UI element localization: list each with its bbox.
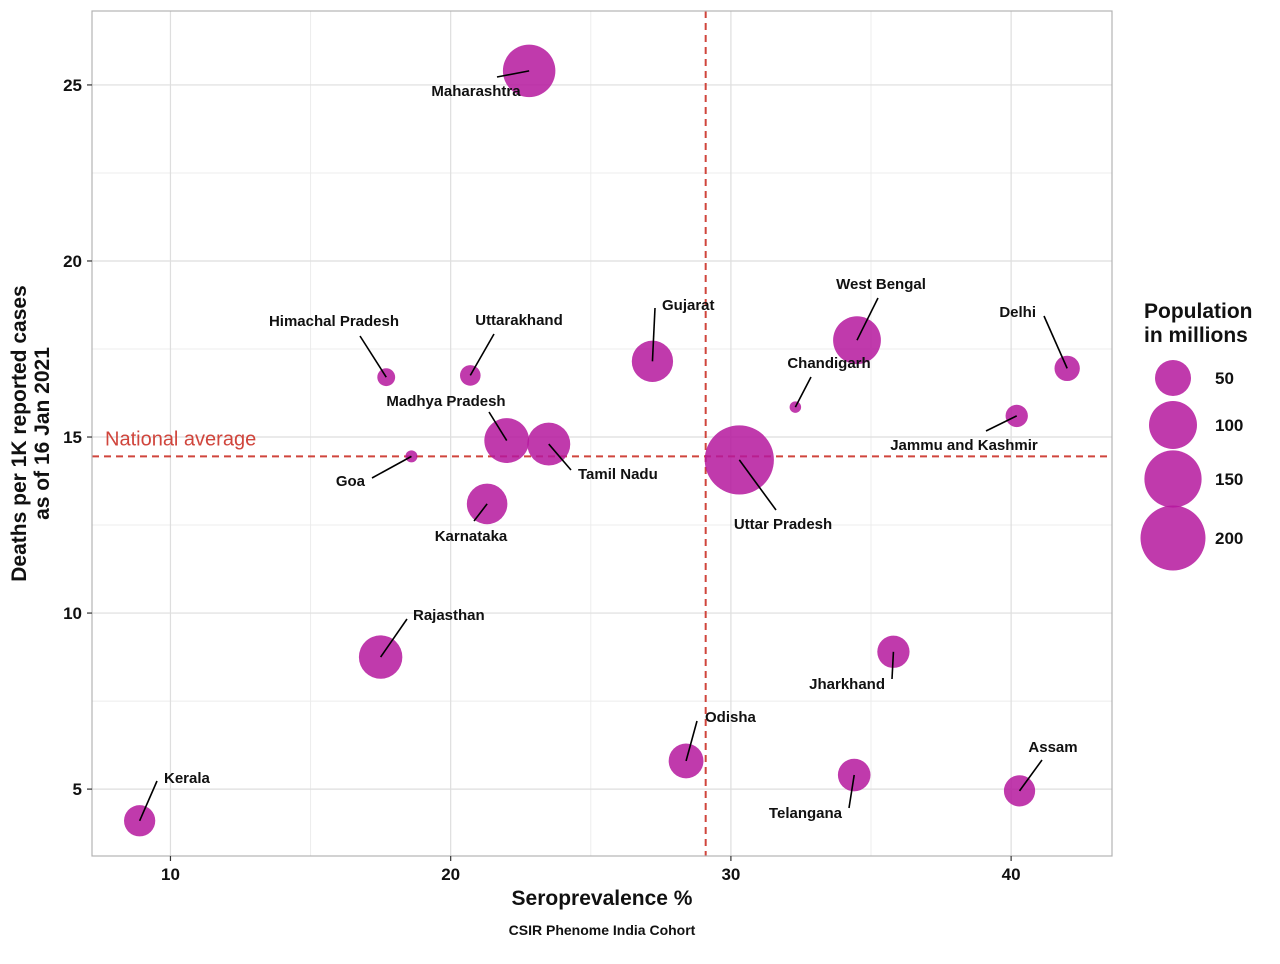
label-maharashtra: Maharashtra [431,83,521,100]
leader-uttarakhand [469,333,495,376]
y-tick-label: 10 [63,604,82,623]
leader-himachal-pradesh [359,335,387,378]
x-axis-title: Seroprevalence % [512,887,693,910]
y-tick-label: 15 [63,428,82,447]
legend-key-100 [1149,401,1197,449]
label-odisha: Odisha [705,709,757,726]
x-tick-label: 30 [721,865,740,884]
y-tick-label: 20 [63,252,82,271]
label-west-bengal: West Bengal [836,276,926,293]
legend-label-50: 50 [1215,369,1234,388]
legend-title-line2: in millions [1144,324,1248,347]
label-kerala: Kerala [164,770,211,787]
leader-chandigarh [794,376,812,408]
leader-rajasthan [379,618,408,658]
legend-label-150: 150 [1215,470,1243,489]
caption: CSIR Phenome India Cohort [509,922,696,938]
legend-key-50 [1155,360,1191,396]
y-tick-label: 25 [63,76,82,95]
y-tick-label: 5 [73,780,82,799]
legend: Population in millions 50 100 150 200 [1140,300,1253,571]
legend-label-100: 100 [1215,416,1243,435]
x-tick-label: 20 [441,865,460,884]
legend-key-150 [1144,450,1202,508]
label-madhya-pradesh: Madhya Pradesh [386,393,505,410]
leader-odisha [685,720,698,762]
legend-items: 50 100 150 200 [1140,360,1243,571]
leader-telangana [848,774,855,809]
legend-key-200 [1140,505,1206,571]
legend-label-200: 200 [1215,529,1243,548]
leader-delhi [1043,315,1068,369]
leader-karnataka [473,503,488,522]
x-tick-label: 10 [161,865,180,884]
y-axis-title: Deaths per 1K reported cases as of 16 Ja… [8,285,54,581]
leader-goa [371,455,412,479]
label-rajasthan: Rajasthan [413,607,485,624]
label-uttar-pradesh: Uttar Pradesh [734,516,832,533]
leader-maharashtra [496,70,530,78]
axis-ticks: 10 20 30 40 5 10 15 20 25 [63,76,1021,884]
legend-title-line1: Population [1144,300,1253,323]
leader-kerala [138,780,158,822]
label-chandigarh: Chandigarh [787,355,870,372]
label-karnataka: Karnataka [435,528,508,545]
label-jammu-and-kashmir: Jammu and Kashmir [890,437,1038,454]
y-axis-title-line2: as of 16 Jan 2021 [31,347,54,520]
label-goa: Goa [336,473,366,490]
label-jharkhand: Jharkhand [809,676,885,693]
reference-lines [92,11,1112,856]
leader-west-bengal [856,297,879,341]
plot-panel-border [91,10,1113,857]
bubble-madhya-pradesh [484,418,530,463]
label-uttarakhand: Uttarakhand [475,312,563,329]
leader-jammu-and-kashmir [985,415,1018,432]
leader-assam [1018,759,1043,792]
point-labels: Maharashtra Himachal Pradesh Uttarakhand Gu… [164,83,1078,822]
label-gujarat: Gujarat [662,297,715,314]
leader-jharkhand [891,651,895,680]
bubble-gujarat [631,340,674,382]
label-assam: Assam [1028,739,1077,756]
x-tick-label: 40 [1002,865,1021,884]
leader-madhya-pradesh [488,411,508,441]
leader-gujarat [651,307,656,362]
leader-tamil-nadu [548,443,572,471]
leader-lines [138,70,1068,822]
national-average-label: National average [105,428,256,450]
y-axis-title-line1: Deaths per 1K reported cases [8,285,31,581]
label-delhi: Delhi [999,304,1036,321]
label-telangana: Telangana [769,805,843,822]
label-tamil-nadu: Tamil Nadu [578,466,658,483]
label-himachal-pradesh: Himachal Pradesh [269,313,399,330]
leader-uttar-pradesh [738,459,777,511]
